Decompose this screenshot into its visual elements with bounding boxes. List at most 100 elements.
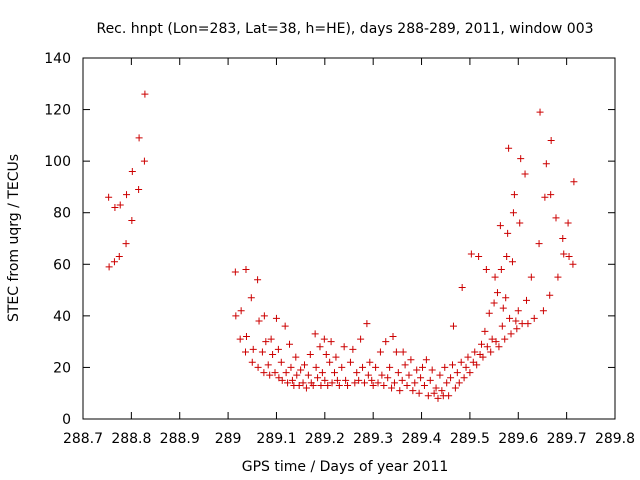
data-point: [326, 358, 334, 366]
data-point: [569, 260, 577, 268]
data-point: [135, 186, 143, 194]
data-point: [355, 376, 363, 384]
data-point: [457, 358, 465, 366]
data-point: [464, 353, 472, 361]
y-tick-label: 60: [53, 257, 71, 273]
data-point: [311, 330, 319, 338]
y-tick-label: 20: [53, 360, 71, 376]
data-point: [434, 394, 442, 402]
data-point: [438, 387, 446, 395]
data-point: [512, 317, 520, 325]
data-point: [411, 379, 419, 387]
data-point: [399, 348, 407, 356]
data-point: [359, 363, 367, 371]
data-point: [419, 363, 427, 371]
data-point: [123, 191, 131, 199]
data-point: [332, 353, 340, 361]
data-point: [317, 381, 325, 389]
x-axis-label: GPS time / Days of year 2011: [242, 459, 449, 475]
data-point: [284, 379, 292, 387]
data-point: [116, 201, 124, 209]
data-point: [357, 335, 365, 343]
data-point: [479, 353, 487, 361]
data-point: [360, 379, 368, 387]
data-point: [535, 240, 543, 248]
data-point: [378, 371, 386, 379]
y-tick-label: 80: [53, 206, 71, 222]
x-tick-label: 289.8: [595, 431, 635, 447]
data-point: [232, 312, 240, 320]
data-point: [471, 348, 479, 356]
data-point: [405, 371, 413, 379]
data-point: [424, 392, 432, 400]
data-point: [505, 144, 513, 152]
data-point: [249, 345, 257, 353]
data-point: [498, 322, 506, 330]
data-point: [105, 263, 113, 271]
data-point: [565, 253, 573, 261]
data-point: [506, 314, 514, 322]
data-point: [475, 253, 483, 261]
data-point: [266, 371, 274, 379]
data-point: [309, 381, 317, 389]
data-point: [321, 376, 329, 384]
data-point: [415, 389, 423, 397]
data-point: [322, 351, 330, 359]
data-point: [482, 265, 490, 273]
data-point: [128, 216, 136, 224]
data-point: [451, 384, 459, 392]
x-tick-label: 289.4: [401, 431, 441, 447]
data-point: [441, 363, 449, 371]
data-point: [499, 304, 507, 312]
data-point: [333, 376, 341, 384]
data-point: [491, 273, 499, 281]
y-tick-label: 120: [44, 103, 71, 119]
data-point: [281, 322, 289, 330]
x-tick-label: 289.3: [353, 431, 393, 447]
data-point: [353, 369, 361, 377]
data-point: [286, 340, 294, 348]
data-point: [488, 335, 496, 343]
data-point: [473, 361, 481, 369]
data-point: [304, 371, 312, 379]
data-point: [530, 314, 538, 322]
data-point: [260, 369, 268, 377]
data-point: [368, 376, 376, 384]
data-point: [570, 178, 578, 186]
data-point: [436, 371, 444, 379]
data-point: [316, 343, 324, 351]
data-point: [338, 363, 346, 371]
data-point: [547, 191, 555, 199]
data-point: [320, 335, 328, 343]
data-point: [501, 335, 509, 343]
data-point: [269, 351, 277, 359]
data-point: [248, 358, 256, 366]
data-point: [297, 366, 305, 374]
y-axis-label: STEC from uqrg / TECUs: [6, 154, 22, 322]
data-point: [264, 361, 272, 369]
data-point: [536, 108, 544, 116]
axis-ticks: 288.7 288.8 288.9 289 289.1 289.2 289.3 289.4 28…: [44, 51, 635, 447]
data-point: [467, 250, 475, 258]
data-point: [547, 137, 555, 145]
data-point: [458, 283, 466, 291]
data-point: [448, 361, 456, 369]
y-tick-label: 140: [44, 51, 71, 67]
data-point: [449, 322, 457, 330]
data-point: [496, 222, 504, 230]
x-tick-label: 289: [215, 431, 242, 447]
data-point: [453, 369, 461, 377]
data-point: [271, 369, 279, 377]
data-point: [510, 191, 518, 199]
data-point: [403, 381, 411, 389]
data-point: [231, 268, 239, 276]
data-point: [242, 348, 250, 356]
data-point: [516, 219, 524, 227]
data-point: [521, 170, 529, 178]
data-point: [527, 273, 535, 281]
data-point: [277, 358, 285, 366]
data-point: [306, 351, 314, 359]
data-point: [376, 348, 384, 356]
data-point: [351, 379, 359, 387]
data-point: [502, 294, 510, 302]
